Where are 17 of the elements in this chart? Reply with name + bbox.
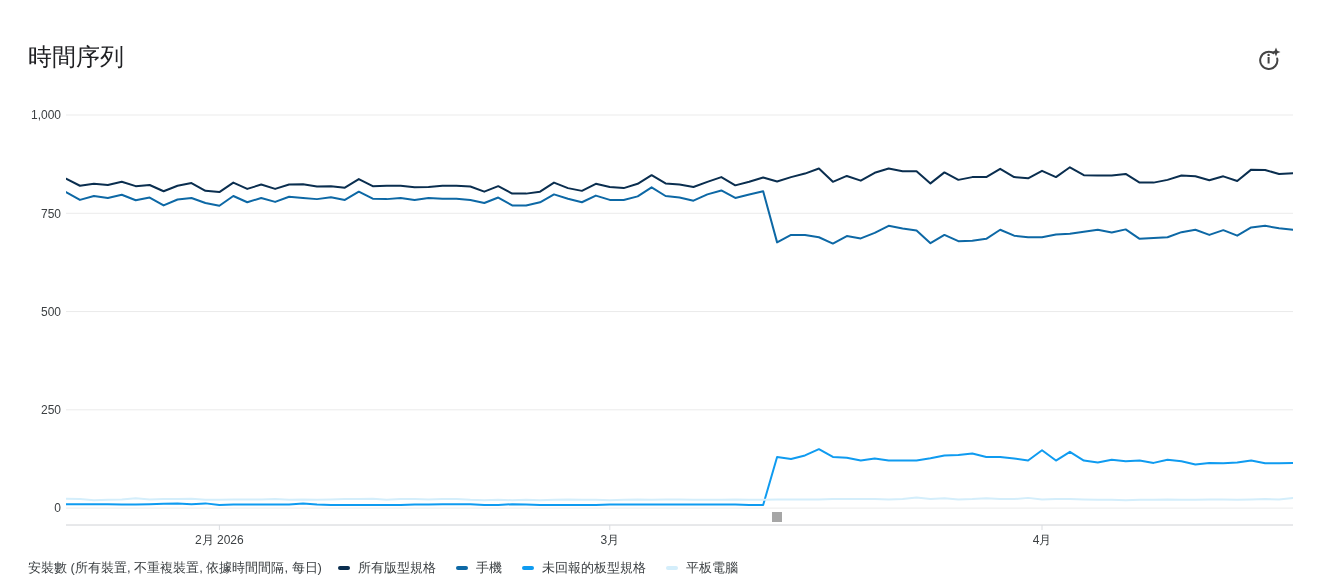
- y-tick-label: 750: [40, 206, 62, 221]
- line-series: [66, 166, 1293, 195]
- legend-label: 手機: [475, 559, 502, 577]
- chart-title: 時間序列: [28, 43, 124, 70]
- x-tick-label: 4月: [1032, 532, 1052, 547]
- legend-title: 安裝數 (所有裝置, 不重複裝置, 依據時間間隔, 每日): [28, 559, 322, 577]
- y-tick-label: 1,000: [30, 108, 62, 123]
- line-series: [66, 448, 1293, 506]
- line-series: [66, 186, 1293, 245]
- legend-label: 未回報的板型規格: [541, 559, 646, 577]
- x-tick-label: 2月 2026: [195, 532, 245, 547]
- legend-label: 所有版型規格: [357, 559, 436, 577]
- x-tick-label: 3月: [600, 532, 620, 547]
- y-tick-label: 500: [40, 304, 62, 319]
- legend-label: 平板電腦: [685, 559, 738, 577]
- y-tick-label: 0: [54, 501, 62, 516]
- y-tick-label: 250: [40, 403, 62, 418]
